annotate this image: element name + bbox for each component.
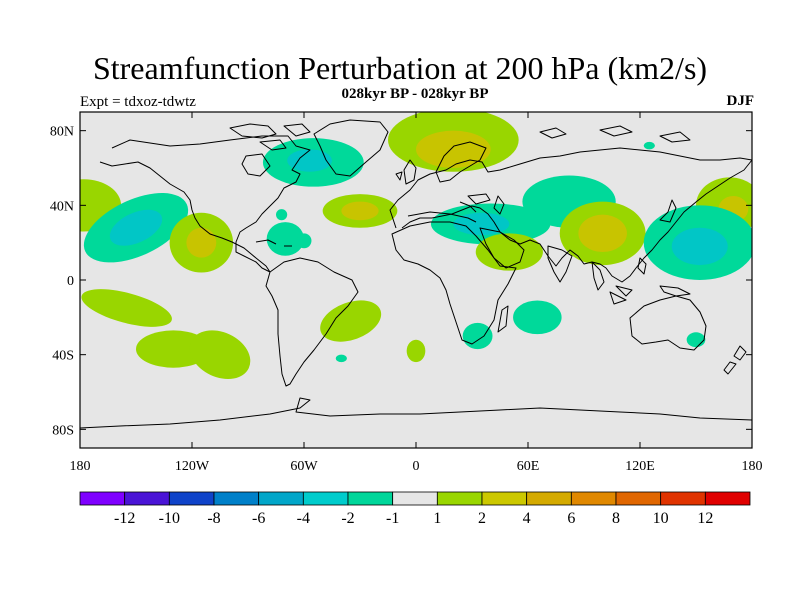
- colorbar-label: 4: [523, 510, 531, 527]
- anomaly-region: [296, 233, 312, 249]
- anomaly-region: [136, 330, 211, 368]
- anomaly-region: [578, 214, 627, 252]
- coast-arctic-islands: [229, 123, 311, 151]
- coast-caribbean: [255, 239, 292, 247]
- y-tick-label: 80N: [50, 125, 74, 140]
- coast-north-america: [99, 135, 311, 273]
- colorbar-swatch: [436, 491, 483, 506]
- colorbar-swatch: [213, 491, 260, 506]
- colorbar-swatch: [526, 491, 572, 506]
- coast-arabia: [479, 227, 525, 269]
- anomaly-region: [320, 300, 382, 342]
- experiment-label: Expt = tdxoz-tdwtz: [80, 94, 196, 110]
- colorbar-swatch: [570, 491, 617, 506]
- colorbar-label: 8: [612, 510, 620, 527]
- x-tick-label: 180: [742, 459, 763, 474]
- colorbar-label: 2: [478, 510, 486, 527]
- coast-madagascar: [497, 305, 509, 333]
- anomaly-region: [189, 330, 251, 379]
- anomaly-region: [462, 322, 493, 350]
- colorbar-swatch: [392, 491, 438, 506]
- plot-title: Streamfunction Perturbation at 200 hPa (…: [92, 50, 708, 86]
- coast-africa: [391, 221, 517, 345]
- y-tick-label: 0: [67, 274, 74, 289]
- colorbar-swatch: [660, 491, 706, 506]
- colorbar-label: -1: [386, 510, 399, 527]
- coast-greenland: [313, 119, 389, 177]
- coast-south-america: [265, 257, 359, 387]
- coast-se-asia: [591, 257, 647, 305]
- anomaly-region: [266, 222, 305, 256]
- anomaly-field: [80, 112, 752, 379]
- anomaly-region: [287, 149, 332, 172]
- anomaly-region: [475, 233, 543, 271]
- x-tick-label: 60W: [290, 459, 318, 474]
- colorbar-label: -12: [114, 510, 135, 527]
- coast-antarctica: [80, 397, 752, 429]
- colorbar-swatch: [124, 491, 170, 506]
- coast-siberia-islands: [539, 125, 691, 143]
- anomaly-region: [406, 339, 426, 363]
- coast-new-zealand: [723, 345, 747, 375]
- plot-subtitle: 028kyr BP - 028kyr BP: [341, 86, 489, 102]
- anomaly-region: [671, 227, 728, 266]
- anomaly-region: [513, 300, 562, 335]
- anomaly-region: [341, 201, 379, 221]
- anomaly-region: [686, 332, 706, 348]
- coastlines: [80, 119, 752, 429]
- coast-scandinavia: [435, 141, 487, 183]
- anomaly-region: [335, 354, 347, 363]
- colorbar-swatch: [347, 491, 394, 506]
- season-label: DJF: [726, 93, 755, 109]
- colorbar-swatch: [481, 491, 528, 506]
- coast-japan: [659, 199, 677, 223]
- colorbar-label: -8: [207, 510, 220, 527]
- colorbar-label: 1: [433, 510, 441, 527]
- x-tick-label: 60E: [517, 459, 540, 474]
- colorbar-label: -10: [159, 510, 180, 527]
- anomaly-region: [186, 227, 217, 258]
- x-tick-label: 120W: [175, 459, 210, 474]
- x-tick-label: 120E: [625, 459, 655, 474]
- coast-hudson-bay: [241, 153, 271, 177]
- coast-eurasia: [389, 147, 752, 283]
- anomaly-region: [109, 209, 163, 246]
- colorbar-swatch: [79, 491, 126, 506]
- coast-india: [547, 245, 573, 283]
- coast-mediterranean: [407, 201, 477, 223]
- colorbar-swatch: [258, 491, 304, 506]
- colorbar-label: -4: [297, 510, 310, 527]
- anomaly-region: [453, 212, 510, 236]
- anomaly-region: [276, 209, 288, 221]
- colorbar-label: 6: [567, 510, 575, 527]
- colorbar-label: -6: [252, 510, 265, 527]
- y-tick-label: 40S: [52, 349, 74, 364]
- coast-british-isles: [395, 159, 417, 185]
- x-tick-label: 180: [70, 459, 91, 474]
- coast-new-guinea: [659, 285, 691, 297]
- x-tick-label: 0: [413, 459, 420, 474]
- y-tick-label: 80S: [52, 423, 74, 438]
- colorbar-label: 12: [697, 510, 713, 527]
- anomaly-region: [416, 130, 491, 168]
- y-tick-label: 40N: [50, 199, 74, 214]
- colorbar: -12 -10 -8 -6 -4 -2 -1 1 2 4 6 8 10 12: [79, 491, 751, 527]
- coast-black-caspian: [467, 193, 505, 215]
- colorbar-label: 10: [653, 510, 669, 527]
- colorbar-swatch: [704, 491, 751, 506]
- colorbar-swatch: [168, 491, 215, 506]
- colorbar-swatch: [302, 491, 349, 506]
- anomaly-region: [643, 141, 655, 150]
- colorbar-label: -2: [341, 510, 354, 527]
- colorbar-swatch: [615, 491, 662, 506]
- coast-australia: [629, 295, 707, 351]
- anomaly-region: [81, 289, 172, 327]
- axis-ticks: 180 120W 60W 0 60E 120E 180 80N 40N 0 40S 80S: [50, 112, 763, 474]
